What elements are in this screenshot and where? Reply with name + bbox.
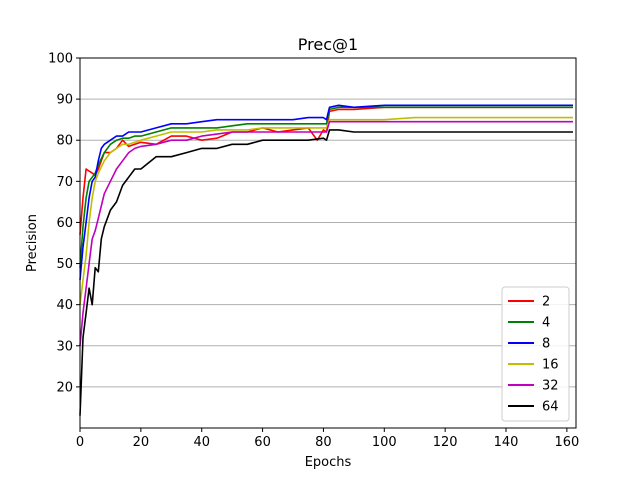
- y-axis-title: Precision: [25, 214, 40, 272]
- x-tick-label: 100: [372, 435, 397, 450]
- y-tick-label: 80: [56, 134, 73, 149]
- y-tick-label: 50: [56, 257, 73, 272]
- chart-title: Prec@1: [298, 35, 358, 54]
- y-tick-label: 30: [56, 339, 73, 354]
- x-tick-label: 160: [554, 435, 579, 450]
- y-tick-label: 100: [48, 52, 73, 67]
- series-lines: [79, 104, 573, 416]
- legend-label: 16: [542, 358, 559, 373]
- y-tick-label: 70: [56, 175, 73, 190]
- y-tick-label: 60: [56, 216, 73, 231]
- series-line-8: [79, 104, 573, 281]
- legend-label: 64: [542, 400, 559, 415]
- y-tick-label: 90: [56, 93, 73, 108]
- x-tick-label: 60: [254, 435, 271, 450]
- plot-frame: [79, 57, 577, 429]
- x-tick-label: 80: [315, 435, 332, 450]
- series-line-32: [79, 120, 573, 346]
- series-line-64: [79, 129, 573, 416]
- series-line-16: [79, 116, 573, 305]
- legend-label: 32: [542, 379, 559, 394]
- legend-box: [501, 286, 570, 422]
- legend-label: 2: [542, 295, 550, 310]
- axis-ticks: 20 30 40 50 60 70 80 90 100 0 20 40 60 80 100 120 140 160: [48, 52, 579, 451]
- y-tick-label: 40: [56, 298, 73, 313]
- y-tick-label: 20: [56, 380, 73, 395]
- x-tick-label: 140: [494, 435, 519, 450]
- x-tick-label: 20: [133, 435, 150, 450]
- x-tick-label: 40: [193, 435, 210, 450]
- x-axis-title: Epochs: [305, 455, 352, 470]
- x-tick-label: 120: [433, 435, 458, 450]
- legend-label: 4: [542, 316, 550, 331]
- legend: 2 4 8 16 32 64: [501, 286, 570, 422]
- x-tick-label: 0: [76, 435, 84, 450]
- legend-label: 8: [542, 337, 550, 352]
